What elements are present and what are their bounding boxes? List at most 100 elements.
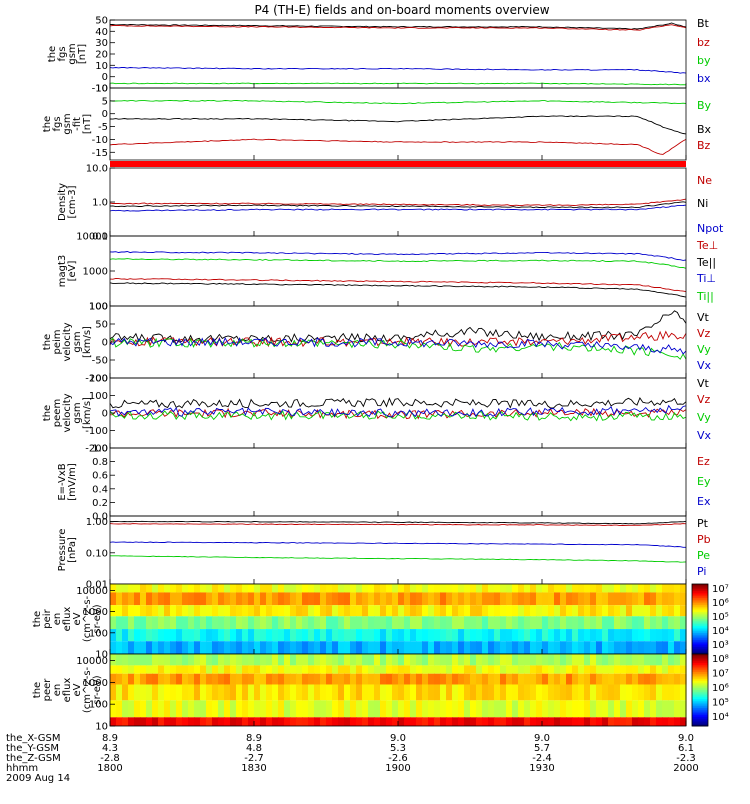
spectrogram-cell: [158, 584, 165, 593]
spectrogram-cell: [404, 641, 411, 654]
spectrogram-cell: [626, 700, 633, 718]
spectrogram-cell: [116, 605, 123, 617]
spectrogram-cell: [566, 616, 573, 630]
spectrogram-cell: [572, 584, 579, 593]
colorbar-segment: [692, 631, 708, 634]
spectrogram-cell: [146, 673, 153, 685]
spectrogram-cell: [266, 592, 273, 606]
colorbar-segment: [692, 695, 708, 698]
spectrogram-cell: [404, 654, 411, 666]
spectrogram-cell: [110, 673, 117, 685]
x-row-value: -2.7: [244, 753, 264, 764]
spectrogram-cell: [332, 717, 339, 726]
spectrogram-cell: [116, 700, 123, 718]
spectrogram-cell: [404, 629, 411, 642]
spectrogram-cell: [530, 654, 537, 666]
spectrogram-cell: [572, 654, 579, 666]
spectrogram-cell: [494, 592, 501, 606]
spectrogram-cell: [272, 592, 279, 606]
spectrogram-cell: [590, 605, 597, 617]
spectrogram-cell: [254, 665, 261, 674]
spectrogram-cell: [308, 665, 315, 674]
spectrogram-cell: [182, 665, 189, 674]
spectrogram-cell: [398, 641, 405, 654]
y-tick-label: 1.0: [92, 198, 108, 209]
spectrogram-cell: [428, 629, 435, 642]
spectrogram-cell: [506, 673, 513, 685]
y-tick-label: 100: [89, 391, 108, 402]
spectrogram-cell: [188, 654, 195, 666]
spectrogram-cell: [482, 665, 489, 674]
spectrogram-cell: [644, 629, 651, 642]
spectrogram-cell: [266, 629, 273, 642]
spectrogram-cell: [332, 665, 339, 674]
spectrogram-cell: [500, 629, 507, 642]
spectrogram-cell: [572, 673, 579, 685]
spectrogram-cell: [170, 700, 177, 718]
y-axis-label: Pressure[nPa]: [57, 529, 78, 572]
spectrogram-cell: [266, 616, 273, 630]
spectrogram-cell: [446, 717, 453, 726]
spectrogram-cell: [404, 592, 411, 606]
spectrogram-cell: [632, 700, 639, 718]
spectrogram-cell: [650, 684, 657, 701]
spectrogram-cell: [116, 673, 123, 685]
spectrogram-cell: [506, 605, 513, 617]
spectrogram-cell: [176, 641, 183, 654]
y-axis-label-line: fgs: [57, 46, 68, 61]
x-row-value: 8.9: [246, 733, 262, 744]
spectrogram-cell: [326, 605, 333, 617]
colorbar-tick-label: 10⁶: [712, 598, 729, 609]
y-axis-label-line: velocity: [62, 322, 73, 361]
spectrogram-cell: [464, 629, 471, 642]
spectrogram-cell: [488, 605, 495, 617]
spectrogram-cell: [566, 700, 573, 718]
spectrogram-cell: [638, 684, 645, 701]
spectrogram-cell: [248, 605, 255, 617]
spectrogram-cell: [362, 717, 369, 726]
spectrogram-cell: [662, 717, 669, 726]
spectrogram-cell: [452, 700, 459, 718]
spectrogram-cell: [662, 684, 669, 701]
spectrogram-cell: [572, 700, 579, 718]
spectrogram-cell: [362, 700, 369, 718]
spectrogram-cell: [434, 629, 441, 642]
spectrogram-cell: [608, 592, 615, 606]
spectrogram-cell: [380, 584, 387, 593]
spectrogram-cell: [608, 684, 615, 701]
spectrogram-cell: [332, 616, 339, 630]
spectrogram-cell: [614, 673, 621, 685]
spectrogram-cell: [584, 665, 591, 674]
spectrogram-cell: [320, 665, 327, 674]
spectrogram-cell: [308, 616, 315, 630]
spectrogram-cell: [110, 654, 117, 666]
spectrogram-cell: [128, 684, 135, 701]
colorbar-segment: [692, 670, 708, 673]
colorbar-segment: [692, 663, 708, 666]
colorbar-segment: [692, 693, 708, 696]
colorbar-segment: [692, 677, 708, 680]
spectrogram-cell: [284, 629, 291, 642]
spectrogram-cell: [230, 605, 237, 617]
spectrogram-cell: [278, 629, 285, 642]
y-axis-label-line: the: [32, 611, 43, 627]
spectrogram-cell: [188, 629, 195, 642]
legend-entry-Ez: Ez: [697, 455, 710, 468]
spectrogram-cell: [596, 665, 603, 674]
y-tick-label: 10.0: [86, 164, 108, 175]
spectrogram-cell: [428, 684, 435, 701]
spectrogram-cell: [668, 592, 675, 606]
spectrogram-cell: [266, 673, 273, 685]
spectrogram-cell: [134, 684, 141, 701]
spectrogram-cell: [512, 592, 519, 606]
spectrogram-cell: [380, 592, 387, 606]
spectrogram-cell: [608, 605, 615, 617]
legend-entry-Ti⊥: Ti⊥: [696, 272, 716, 285]
spectrogram-cell: [284, 654, 291, 666]
series-line-Npot: [109, 204, 687, 212]
spectrogram-cell: [590, 673, 597, 685]
spectrogram-cell: [638, 584, 645, 593]
spectrogram-cell: [464, 717, 471, 726]
colorbar-segment: [692, 668, 708, 671]
x-row-label: the_X-GSM: [6, 733, 60, 744]
